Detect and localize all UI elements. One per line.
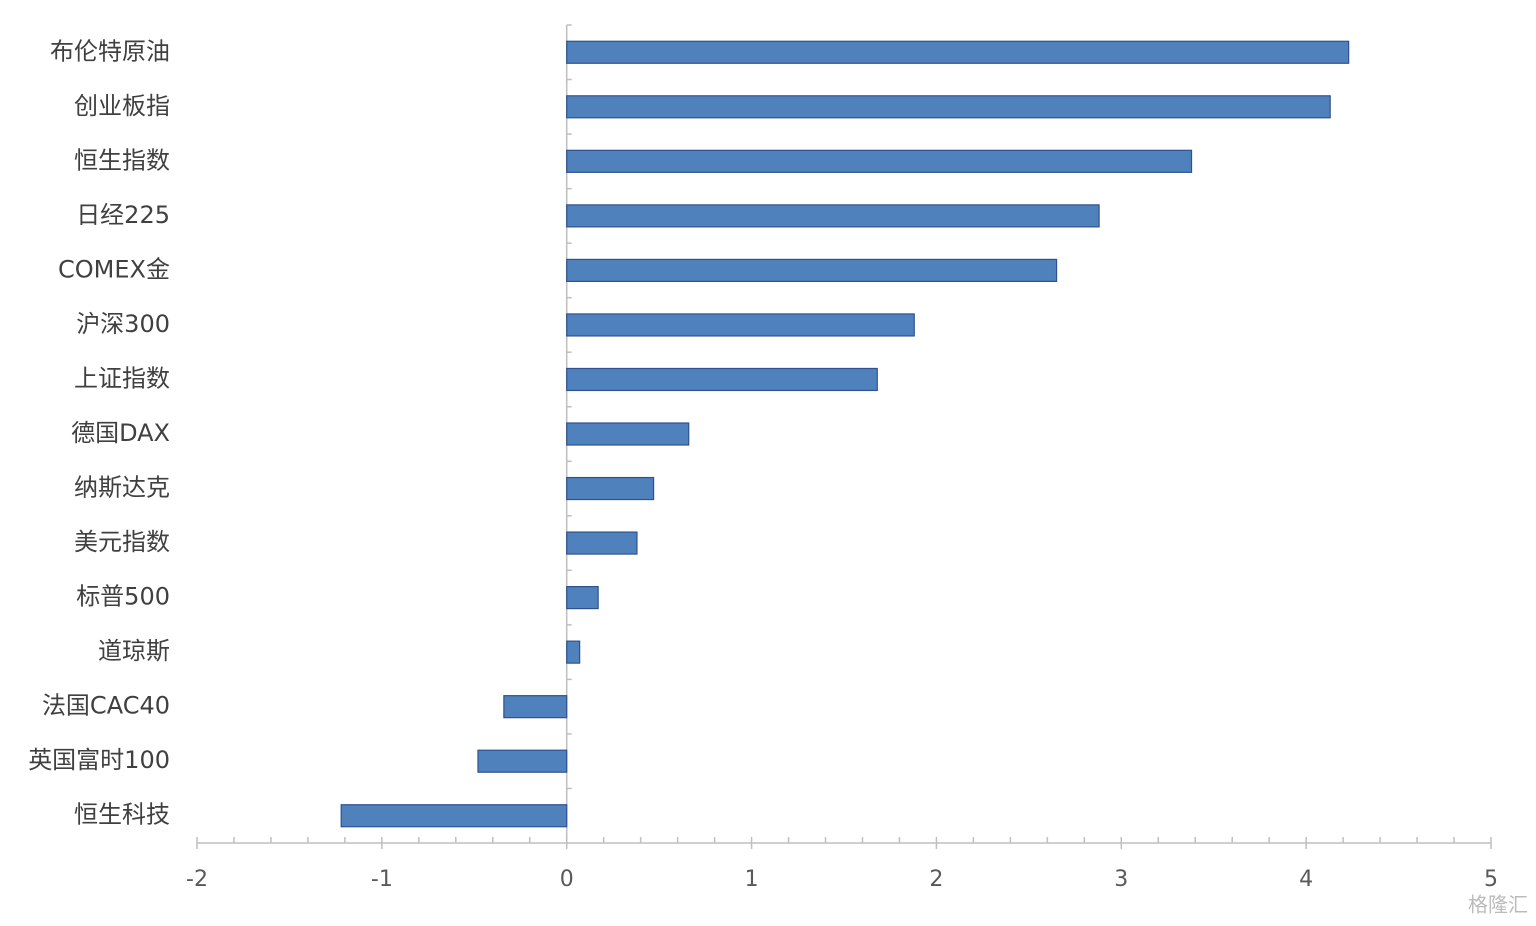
x-tick-label: 4: [1299, 867, 1313, 892]
x-tick-label: 2: [929, 867, 943, 892]
bar: [503, 695, 568, 719]
y-tick-label: 沪深300: [76, 310, 170, 338]
y-tick-label: 英国富时100: [28, 746, 170, 774]
x-tick-label: 5: [1484, 867, 1498, 892]
y-tick-label: 恒生指数: [74, 146, 170, 174]
bar: [477, 749, 568, 773]
y-tick-label: 创业板指: [74, 92, 170, 120]
y-tick-label: 日经225: [76, 201, 170, 229]
y-tick-label: 美元指数: [74, 528, 170, 556]
bar: [566, 422, 690, 446]
bar: [566, 149, 1193, 173]
y-tick-label: 恒生科技: [74, 801, 170, 829]
bar: [566, 258, 1058, 282]
bar: [566, 367, 878, 392]
bar: [340, 804, 568, 828]
x-tick-label: 3: [1114, 867, 1128, 892]
y-tick-label: 标普500: [76, 583, 170, 611]
bar: [566, 476, 655, 501]
watermark: 格隆汇: [1468, 893, 1528, 917]
bar: [566, 531, 638, 555]
bar: [566, 40, 1350, 64]
bar: [566, 640, 581, 664]
bar: [566, 204, 1100, 228]
y-tick-label: 德国DAX: [71, 419, 170, 447]
y-tick-label: 上证指数: [74, 364, 170, 392]
y-tick-label: 道琼斯: [98, 637, 170, 665]
y-tick-label: 布伦特原油: [50, 37, 170, 65]
x-tick-label: 1: [745, 867, 759, 892]
bar: [566, 95, 1331, 119]
x-tick-label: -1: [371, 867, 393, 892]
y-tick-label: COMEX金: [58, 255, 170, 283]
y-tick-label: 纳斯达克: [74, 474, 170, 502]
bar: [566, 585, 599, 610]
x-tick-label: -2: [186, 867, 208, 892]
y-tick-label: 法国CAC40: [42, 692, 170, 720]
bar: [566, 313, 915, 337]
x-tick-label: 0: [560, 867, 574, 892]
